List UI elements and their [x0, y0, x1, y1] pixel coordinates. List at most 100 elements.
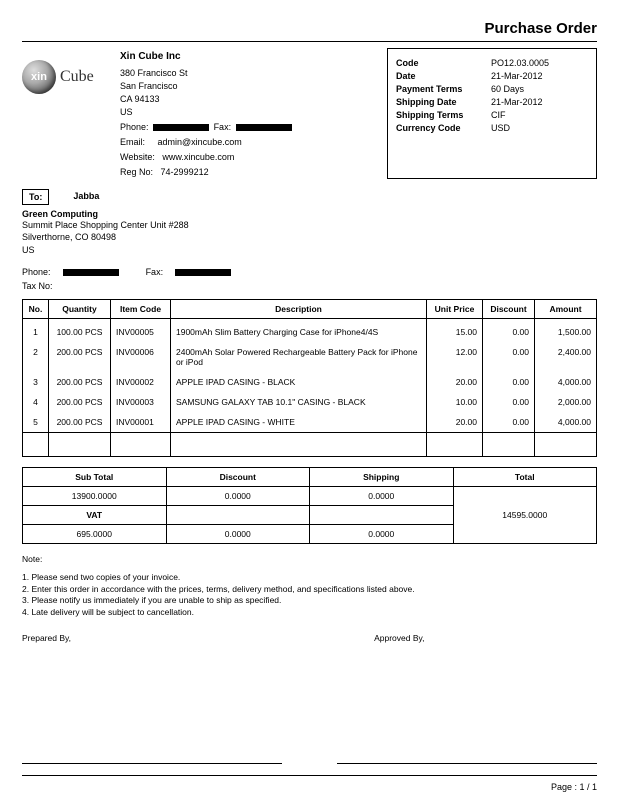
approved-by-label: Approved By, [374, 633, 424, 643]
th-shipping: Shipping [310, 467, 454, 486]
table-row: 4200.00 PCSINV00003SAMSUNG GALAXY TAB 10… [23, 392, 597, 412]
th-subtotal: Sub Total [23, 467, 167, 486]
redacted-buyer-fax-icon [175, 269, 231, 276]
cell-discount: 0.00 [483, 318, 535, 342]
cell-no: 4 [23, 392, 49, 412]
items-table: No. Quantity Item Code Description Unit … [22, 299, 597, 457]
company-address1: 380 Francisco St [120, 67, 379, 80]
logo-cell: xin Cube [22, 48, 112, 179]
cell-code: INV00005 [111, 318, 171, 342]
company-website-line: Website: www.xincube.com [120, 151, 379, 164]
table-row: 3200.00 PCSINV00002APPLE IPAD CASING - B… [23, 372, 597, 392]
cell-unitprice: 20.00 [427, 372, 483, 392]
meta-payterms-row: Payment Terms 60 Days [396, 84, 588, 94]
buyer-taxno-label: Tax No: [22, 281, 53, 291]
cell-desc: SAMSUNG GALAXY TAB 10.1" CASING - BLACK [171, 392, 427, 412]
td-subtotal: 13900.0000 [23, 486, 167, 505]
table-row: 2200.00 PCSINV000062400mAh Solar Powered… [23, 342, 597, 372]
cell-amount: 4,000.00 [535, 372, 597, 392]
meta-payterms-label: Payment Terms [396, 84, 491, 94]
note-line: 2. Enter this order in accordance with t… [22, 584, 597, 596]
meta-currency-row: Currency Code USD [396, 123, 588, 133]
to-section: To: Jabba Green Computing Summit Place S… [22, 189, 597, 291]
header-row: xin Cube Xin Cube Inc 380 Francisco St S… [22, 48, 597, 179]
prepared-by-line [22, 763, 282, 764]
note-head: Note: [22, 554, 597, 564]
footer-rule [22, 775, 597, 776]
table-row: 1100.00 PCSINV000051900mAh Slim Battery … [23, 318, 597, 342]
company-phone-line: Phone: Fax: [120, 121, 379, 134]
th-code: Item Code [111, 299, 171, 318]
cell-no: 3 [23, 372, 49, 392]
meta-date-label: Date [396, 71, 491, 81]
th-discount: Discount [483, 299, 535, 318]
redacted-fax-icon [236, 124, 292, 131]
website-label: Website: [120, 152, 155, 162]
cell-desc: APPLE IPAD CASING - WHITE [171, 412, 427, 433]
meta-code-value: PO12.03.0005 [491, 58, 588, 68]
company-website: www.xincube.com [162, 152, 234, 162]
table-row: 5200.00 PCSINV00001APPLE IPAD CASING - W… [23, 412, 597, 433]
meta-box: Code PO12.03.0005 Date 21-Mar-2012 Payme… [387, 48, 597, 179]
company-email-line: Email: admin@xincube.com [120, 136, 379, 149]
cell-desc: 2400mAh Solar Powered Rechargeable Batte… [171, 342, 427, 372]
cell-code: INV00001 [111, 412, 171, 433]
items-header: No. Quantity Item Code Description Unit … [23, 299, 597, 318]
cell-qty: 200.00 PCS [49, 392, 111, 412]
th-desc: Description [171, 299, 427, 318]
to-label: To: [22, 189, 49, 205]
td-vat: 695.0000 [23, 524, 167, 543]
cell-qty: 200.00 PCS [49, 372, 111, 392]
meta-shipdate-row: Shipping Date 21-Mar-2012 [396, 97, 588, 107]
cell-amount: 2,400.00 [535, 342, 597, 372]
th-amount: Amount [535, 299, 597, 318]
prepared-by-label: Prepared By, [22, 633, 71, 643]
cell-amount: 1,500.00 [535, 318, 597, 342]
company-regno-line: Reg No: 74-2999212 [120, 166, 379, 179]
td-total-discount: 0.0000 [166, 486, 310, 505]
logo-wordmark: Cube [60, 68, 94, 86]
td-vat-discount: 0.0000 [166, 524, 310, 543]
to-row: To: Jabba [22, 189, 597, 205]
cell-qty: 100.00 PCS [49, 318, 111, 342]
note-line: 4. Late delivery will be subject to canc… [22, 607, 597, 619]
buyer-phone-label: Phone: [22, 267, 51, 277]
meta-currency-value: USD [491, 123, 588, 133]
meta-shipterms-value: CIF [491, 110, 588, 120]
note-section: Note: 1. Please send two copies of your … [22, 554, 597, 644]
cell-code: INV00003 [111, 392, 171, 412]
meta-shipdate-value: 21-Mar-2012 [491, 97, 588, 107]
approved-by-line [337, 763, 597, 764]
items-body: 1100.00 PCSINV000051900mAh Slim Battery … [23, 318, 597, 432]
cell-discount: 0.00 [483, 392, 535, 412]
cell-qty: 200.00 PCS [49, 342, 111, 372]
th-unitprice: Unit Price [427, 299, 483, 318]
signatures-row: Prepared By, Approved By, [22, 633, 425, 643]
redacted-phone-icon [153, 124, 209, 131]
cell-discount: 0.00 [483, 342, 535, 372]
td-total: 14595.0000 [453, 486, 597, 543]
cell-no: 2 [23, 342, 49, 372]
buyer-address: Summit Place Shopping Center Unit #288 S… [22, 219, 597, 257]
to-value: Jabba [73, 189, 99, 205]
company-logo: xin Cube [22, 54, 100, 100]
phone-label: Phone: [120, 122, 149, 132]
document-title: Purchase Order [22, 20, 597, 37]
buyer-addr3: US [22, 244, 597, 257]
cell-code: INV00006 [111, 342, 171, 372]
cell-no: 1 [23, 318, 49, 342]
note-line: 3. Please notify us immediately if you a… [22, 595, 597, 607]
company-email: admin@xincube.com [158, 137, 242, 147]
company-regno: 74-2999212 [161, 167, 209, 177]
cell-desc: APPLE IPAD CASING - BLACK [171, 372, 427, 392]
meta-date-value: 21-Mar-2012 [491, 71, 588, 81]
cell-desc: 1900mAh Slim Battery Charging Case for i… [171, 318, 427, 342]
cell-amount: 4,000.00 [535, 412, 597, 433]
company-city: San Francisco [120, 80, 379, 93]
signature-lines [22, 763, 597, 764]
cell-qty: 200.00 PCS [49, 412, 111, 433]
th-total: Total [453, 467, 597, 486]
meta-shipterms-label: Shipping Terms [396, 110, 491, 120]
meta-shipdate-label: Shipping Date [396, 97, 491, 107]
th-total-discount: Discount [166, 467, 310, 486]
